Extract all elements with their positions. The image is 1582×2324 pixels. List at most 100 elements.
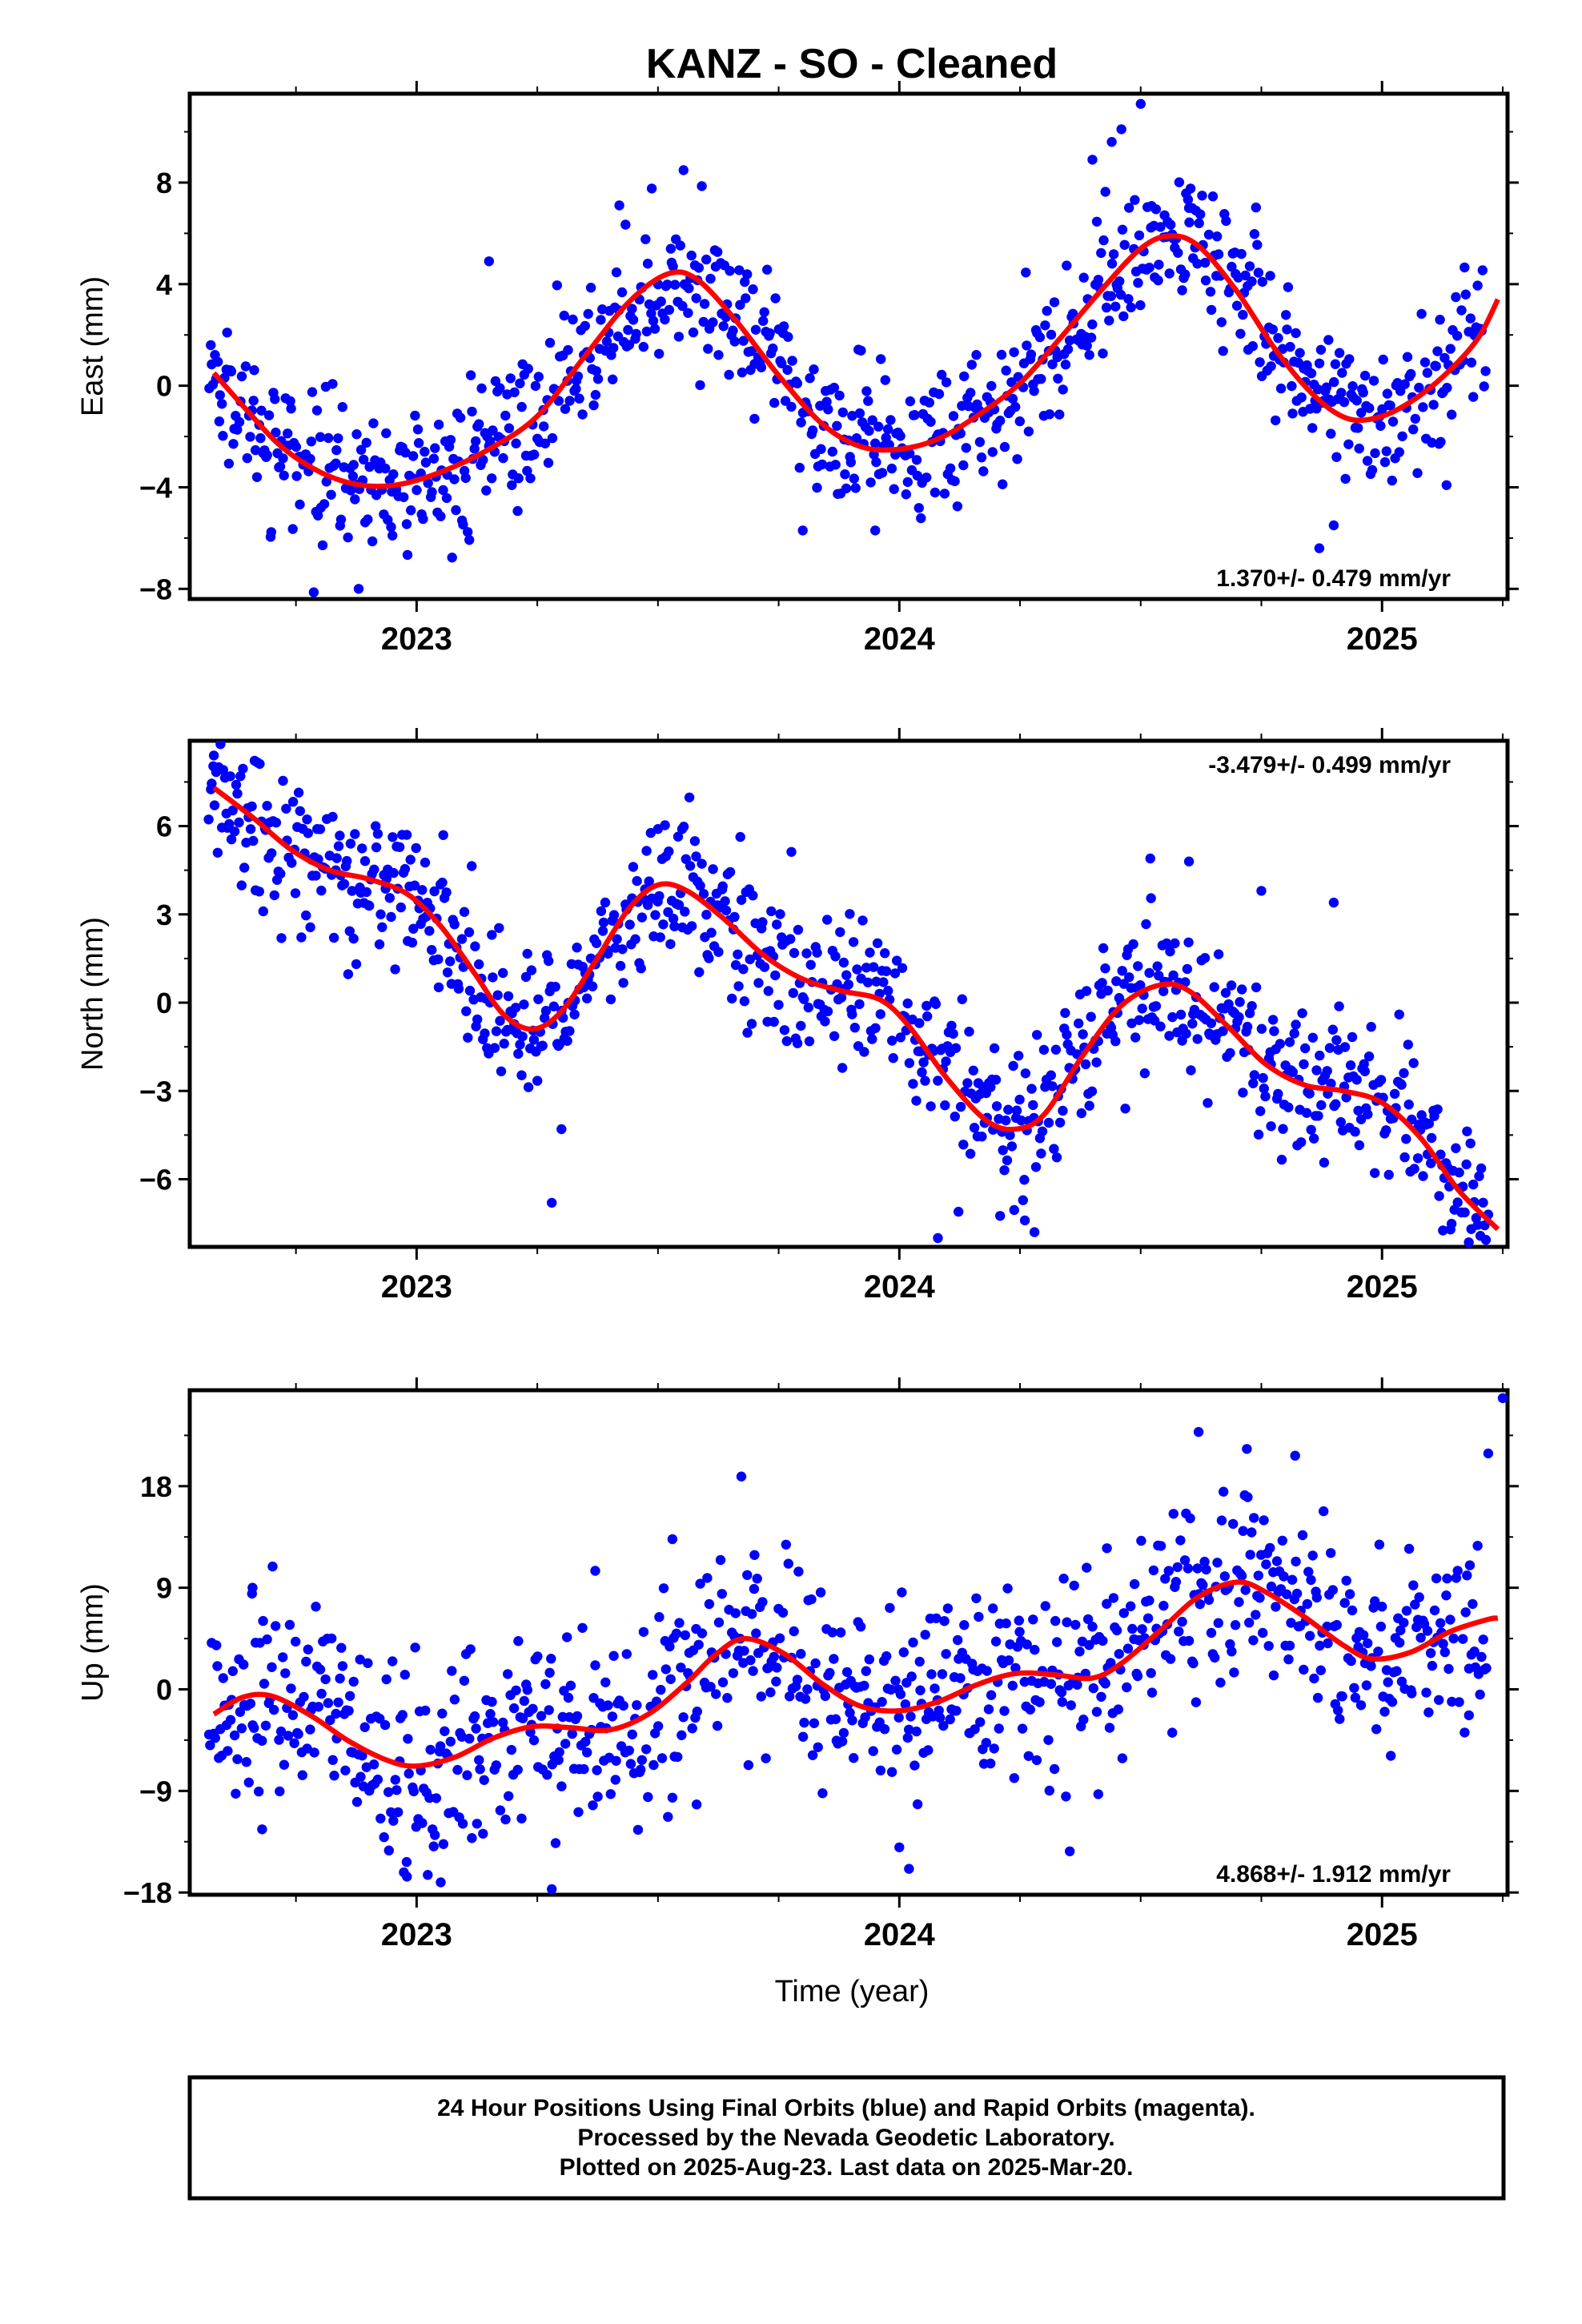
- up-data-point: [1028, 1614, 1038, 1625]
- east-data-point: [1044, 409, 1055, 420]
- north-data-point: [628, 862, 639, 872]
- north-data-point: [388, 867, 399, 879]
- north-data-point: [847, 1009, 857, 1019]
- up-data-point: [1434, 1695, 1444, 1705]
- east-data-point: [926, 416, 936, 427]
- east-data-point: [509, 387, 520, 398]
- north-data-point: [550, 982, 560, 992]
- up-data-point: [340, 1765, 351, 1775]
- east-data-point: [738, 336, 749, 346]
- north-data-point: [729, 911, 740, 923]
- up-data-point: [749, 1583, 760, 1594]
- up-data-point: [383, 1787, 394, 1797]
- north-data-point: [1408, 1058, 1419, 1068]
- east-data-point: [886, 463, 897, 474]
- east-data-point: [458, 519, 468, 530]
- up-x-tick-label: 2025: [1347, 1917, 1418, 1952]
- up-data-point: [1462, 1570, 1472, 1581]
- north-data-point: [691, 851, 701, 862]
- east-data-point: [1007, 393, 1018, 404]
- east-data-point: [278, 453, 288, 464]
- east-rate-label: 1.370+/- 0.479 mm/yr: [1216, 565, 1451, 592]
- north-data-point: [801, 948, 812, 959]
- north-data-point: [232, 788, 243, 799]
- north-data-point: [1287, 1067, 1299, 1077]
- up-data-point: [1113, 1704, 1124, 1715]
- up-data-point: [1333, 1705, 1343, 1715]
- north-data-point: [1038, 1044, 1050, 1055]
- north-data-point: [1076, 1108, 1087, 1119]
- east-data-point: [367, 536, 378, 547]
- up-x-tick-label: 2024: [864, 1917, 936, 1952]
- north-data-point: [955, 1101, 966, 1112]
- north-data-point: [930, 999, 942, 1010]
- north-data-point: [713, 947, 724, 957]
- up-outlier-point: [1464, 1710, 1475, 1721]
- east-data-point: [249, 365, 259, 376]
- east-data-point: [291, 471, 302, 481]
- north-data-point: [1128, 939, 1138, 950]
- up-outlier-point: [1242, 1444, 1252, 1454]
- up-data-point: [632, 1824, 644, 1835]
- north-data-point: [212, 847, 223, 858]
- north-data-point: [869, 962, 879, 972]
- east-data-point: [924, 397, 935, 408]
- up-data-point: [516, 1813, 527, 1823]
- east-data-point: [677, 300, 688, 312]
- east-data-point: [816, 444, 826, 454]
- east-data-point: [311, 405, 323, 416]
- up-data-point: [1201, 1564, 1211, 1575]
- up-data-point: [283, 1731, 294, 1741]
- north-data-point: [1078, 1029, 1088, 1039]
- east-data-point: [295, 499, 305, 510]
- north-data-point: [1242, 1021, 1253, 1032]
- east-data-point: [921, 472, 932, 483]
- up-data-point: [879, 1724, 890, 1735]
- north-data-point: [911, 1096, 921, 1106]
- east-data-point: [1277, 344, 1288, 354]
- north-data-point: [364, 900, 375, 911]
- north-data-point: [1001, 1115, 1011, 1126]
- east-data-point: [223, 458, 235, 469]
- up-data-point: [1302, 1598, 1313, 1610]
- north-data-point: [968, 1065, 979, 1076]
- east-data-point: [934, 388, 945, 400]
- east-data-point: [1096, 247, 1106, 259]
- up-data-point: [1460, 1727, 1470, 1738]
- north-data-point: [1383, 1169, 1394, 1180]
- up-data-point: [1136, 1535, 1146, 1546]
- north-data-point: [515, 1039, 525, 1050]
- up-data-point: [475, 1764, 485, 1775]
- east-data-point: [880, 375, 891, 385]
- up-data-point: [904, 1724, 914, 1735]
- up-data-point: [638, 1626, 649, 1638]
- north-data-point: [224, 818, 235, 830]
- east-data-point: [616, 287, 628, 298]
- up-data-point: [1001, 1618, 1011, 1629]
- east-data-point: [624, 340, 635, 350]
- up-outlier-point: [1290, 1450, 1300, 1461]
- up-data-point: [259, 1679, 270, 1689]
- up-data-point: [990, 1636, 1002, 1647]
- east-data-point: [769, 397, 780, 408]
- north-data-point: [453, 983, 464, 994]
- north-data-point: [1152, 961, 1162, 971]
- east-data-point: [317, 540, 328, 551]
- up-data-point: [1452, 1566, 1463, 1576]
- east-data-point: [1029, 386, 1039, 396]
- up-data-point: [1422, 1626, 1433, 1636]
- east-data-point: [1362, 456, 1373, 466]
- up-data-point: [757, 1597, 768, 1607]
- east-data-point: [641, 326, 652, 337]
- up-outlier-point: [1497, 1393, 1508, 1404]
- east-outlier-point: [1135, 99, 1146, 109]
- north-data-point: [1062, 1029, 1072, 1040]
- east-data-point: [1040, 320, 1050, 331]
- up-data-point: [1058, 1574, 1069, 1584]
- north-data-point: [227, 805, 238, 816]
- east-outlier-point: [749, 413, 760, 424]
- up-data-point: [1255, 1593, 1265, 1603]
- up-data-point: [437, 1708, 448, 1719]
- up-data-point: [1370, 1596, 1380, 1606]
- north-data-point: [1438, 1225, 1448, 1236]
